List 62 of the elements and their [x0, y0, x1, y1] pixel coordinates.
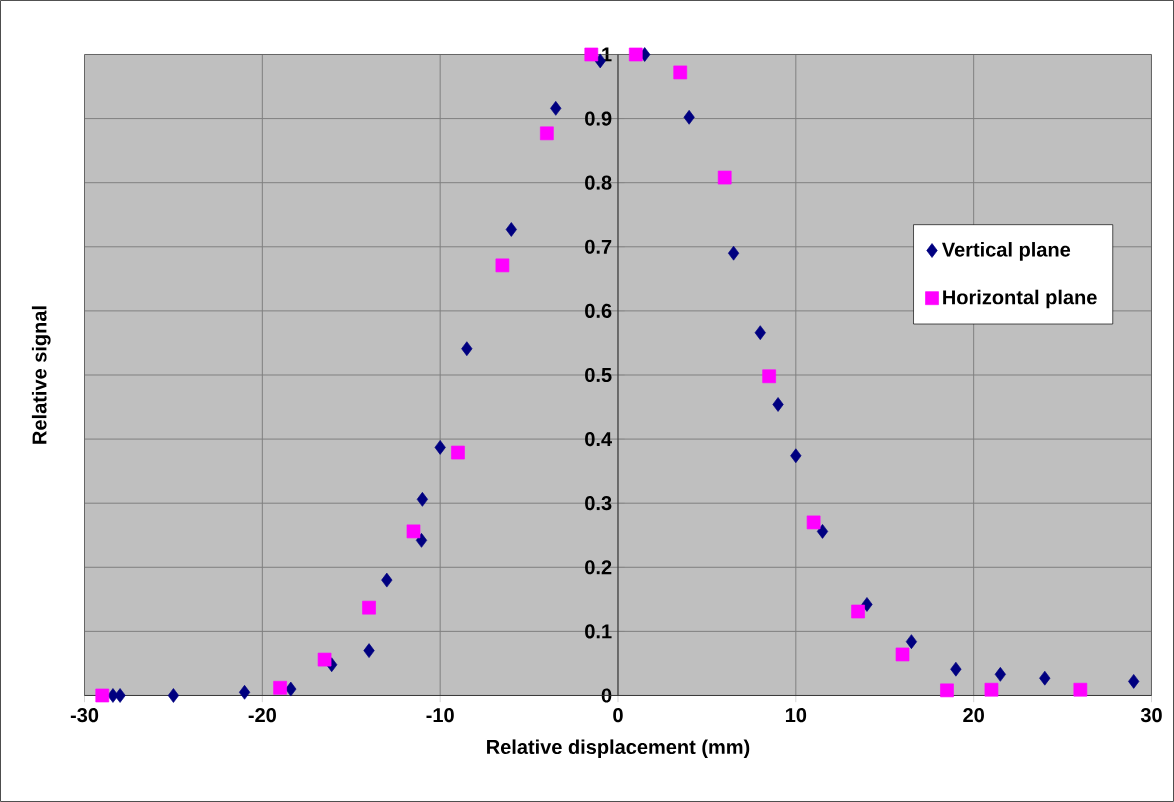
point — [540, 126, 554, 141]
y-tick-label: 0.7 — [585, 239, 612, 254]
x-tick-label: -30 — [70, 708, 99, 723]
point — [238, 684, 251, 700]
point — [728, 245, 740, 261]
point — [683, 109, 695, 125]
point — [1128, 674, 1140, 689]
point — [416, 492, 428, 507]
point — [861, 597, 873, 612]
point — [984, 682, 999, 697]
point — [461, 341, 473, 357]
point — [950, 661, 962, 677]
point — [434, 440, 446, 455]
point — [717, 170, 732, 185]
y-tick-label: 0.3 — [585, 496, 612, 511]
x-axis-title: Relative displacement (mm) — [487, 739, 750, 759]
y-tick-label: 0.6 — [585, 303, 612, 318]
point — [167, 688, 180, 703]
y-tick-label: 0.9 — [585, 111, 612, 126]
point — [285, 681, 297, 697]
point — [451, 445, 465, 460]
point — [754, 325, 766, 341]
y-tick-label: 0.8 — [585, 175, 612, 190]
point — [273, 680, 287, 695]
x-tick-label: 30 — [1140, 708, 1162, 723]
point — [772, 397, 784, 412]
point — [790, 448, 802, 464]
y-tick-label: 0.1 — [585, 624, 612, 639]
point — [762, 369, 776, 384]
point — [317, 652, 332, 667]
point — [1073, 682, 1088, 697]
point — [505, 222, 517, 237]
legend-label: Vertical plane — [941, 242, 1071, 261]
point — [806, 515, 821, 530]
point — [362, 600, 376, 615]
y-axis-title: Relative signal — [31, 306, 51, 444]
point — [363, 643, 375, 658]
point — [1039, 670, 1051, 686]
x-tick-label: 10 — [785, 708, 807, 723]
point — [495, 258, 510, 273]
point — [994, 666, 1006, 682]
legend-label: Horizontal plane — [943, 289, 1097, 309]
x-tick-label: 0 — [613, 708, 623, 723]
point — [114, 688, 126, 703]
y-tick-label: 0.2 — [585, 560, 612, 575]
point — [550, 100, 562, 116]
point — [628, 47, 643, 62]
x-tick-label: -20 — [248, 708, 276, 723]
point — [381, 572, 393, 588]
y-tick-label: 0.5 — [585, 367, 612, 383]
x-tick-label: -10 — [426, 708, 454, 723]
x-tick-label: 20 — [963, 708, 984, 723]
point — [406, 524, 421, 539]
point — [95, 688, 110, 703]
point — [940, 683, 954, 698]
point — [816, 524, 829, 539]
point — [851, 604, 865, 619]
point — [673, 65, 688, 80]
point — [895, 647, 910, 662]
point — [905, 634, 918, 649]
point — [584, 47, 599, 62]
y-tick-label: 0.4 — [585, 432, 612, 447]
